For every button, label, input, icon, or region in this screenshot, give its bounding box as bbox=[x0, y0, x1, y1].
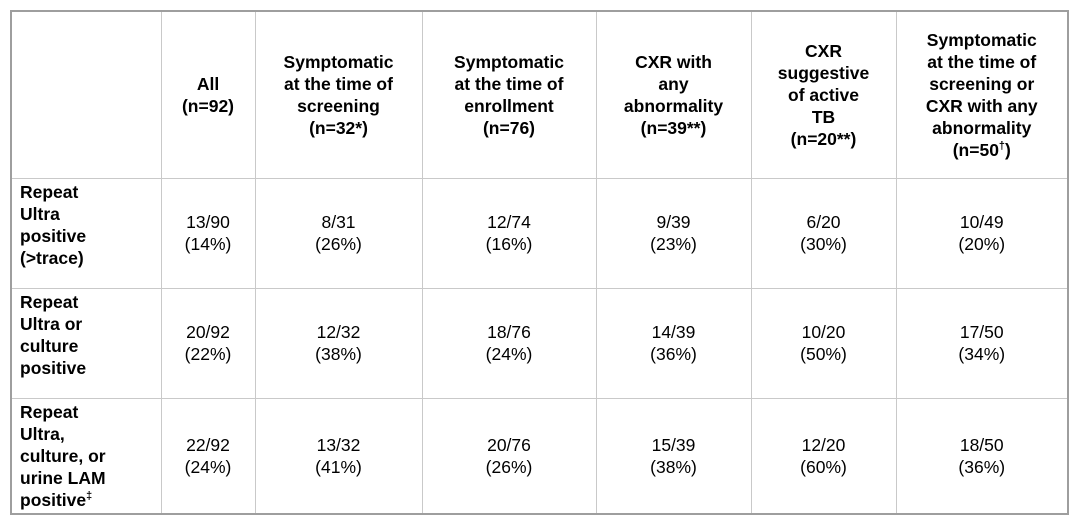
table-cell: 13/90 (14%) bbox=[160, 177, 256, 289]
cell-value: 13/32 (41%) bbox=[315, 434, 362, 477]
table-cell: 22/92 (24%) bbox=[160, 397, 256, 514]
row-repeat-ultra-or-culture-positive: Repeat Ultra or culture positive 20/92 (… bbox=[10, 287, 1069, 399]
cell-value: 12/32 (38%) bbox=[315, 322, 362, 364]
cell-value: 20/92 (22%) bbox=[184, 322, 232, 364]
cell-value: 17/50 (34%) bbox=[958, 322, 1006, 364]
table-cell: 10/20 (50%) bbox=[750, 287, 897, 399]
row-label-repeat-ultra-or-culture-positive: Repeat Ultra or culture positive bbox=[10, 287, 162, 399]
cell-value: 18/50 (36%) bbox=[958, 434, 1006, 477]
cell-value: 10/49 (20%) bbox=[958, 212, 1006, 254]
cell-value: 15/39 (38%) bbox=[650, 434, 697, 477]
table-cell: 15/39 (38%) bbox=[595, 397, 752, 514]
table-cell: 8/31 (26%) bbox=[254, 177, 423, 289]
cell-value: 12/20 (60%) bbox=[800, 434, 847, 477]
table-cell: 10/49 (20%) bbox=[895, 177, 1069, 289]
header-label: Symptomatic at the time of screening (n=… bbox=[283, 51, 394, 138]
cell-value: 9/39 (23%) bbox=[650, 212, 697, 254]
header-label: Symptomatic at the time of screening or … bbox=[925, 29, 1038, 160]
header-label: CXR with any abnormality (n=39**) bbox=[623, 51, 724, 138]
row-repeat-ultra-positive: Repeat Ultra positive (>trace) 13/90 (14… bbox=[10, 177, 1069, 289]
cell-value: 6/20 (30%) bbox=[800, 212, 847, 254]
table-cell: 12/74 (16%) bbox=[421, 177, 597, 289]
cell-value: 8/31 (26%) bbox=[315, 212, 362, 254]
header-cell-symptomatic-enrollment: Symptomatic at the time of enrollment (n… bbox=[421, 10, 597, 179]
cell-value: 22/92 (24%) bbox=[184, 434, 232, 477]
cell-value: 10/20 (50%) bbox=[800, 322, 847, 364]
row-label-text: Repeat Ultra or culture positive bbox=[20, 291, 87, 378]
table-cell: 13/32 (41%) bbox=[254, 397, 423, 514]
table-cell: 18/50 (36%) bbox=[895, 397, 1069, 514]
row-repeat-ultra-culture-or-urine-lam-positive: Repeat Ultra, culture, or urine LAM posi… bbox=[10, 397, 1069, 514]
table-cell: 17/50 (34%) bbox=[895, 287, 1069, 399]
cell-value: 13/90 (14%) bbox=[184, 212, 232, 254]
results-table: All (n=92) Symptomatic at the time of sc… bbox=[10, 10, 1069, 515]
header-label: Symptomatic at the time of enrollment (n… bbox=[454, 51, 564, 138]
table-cell: 12/20 (60%) bbox=[750, 397, 897, 514]
cell-value: 18/76 (24%) bbox=[485, 322, 533, 364]
table-cell: 20/92 (22%) bbox=[160, 287, 256, 399]
header-cell-symptomatic-or-cxr: Symptomatic at the time of screening or … bbox=[895, 10, 1069, 179]
header-row: All (n=92) Symptomatic at the time of sc… bbox=[10, 10, 1069, 179]
table-cell: 18/76 (24%) bbox=[421, 287, 597, 399]
cell-value: 12/74 (16%) bbox=[485, 212, 533, 254]
row-label-text: Repeat Ultra positive (>trace) bbox=[20, 181, 87, 268]
table-cell: 6/20 (30%) bbox=[750, 177, 897, 289]
header-label: CXR suggestive of active TB (n=20**) bbox=[777, 40, 870, 149]
row-label-text: Repeat Ultra, culture, or urine LAM posi… bbox=[20, 401, 106, 510]
table-cell: 12/32 (38%) bbox=[254, 287, 423, 399]
table-cell: 20/76 (26%) bbox=[421, 397, 597, 514]
header-cell-all: All (n=92) bbox=[160, 10, 256, 179]
header-cell-cxr-active-tb: CXR suggestive of active TB (n=20**) bbox=[750, 10, 897, 179]
row-label-repeat-ultra-culture-or-urine-lam-positive: Repeat Ultra, culture, or urine LAM posi… bbox=[10, 397, 162, 514]
double-dagger-superscript: ‡ bbox=[86, 489, 93, 502]
header-label: All (n=92) bbox=[181, 73, 235, 116]
cell-value: 20/76 (26%) bbox=[485, 434, 533, 477]
header-label-close: ) bbox=[1004, 139, 1011, 160]
header-cell-cxr-any-abnormality: CXR with any abnormality (n=39**) bbox=[595, 10, 752, 179]
header-cell-symptomatic-screening: Symptomatic at the time of screening (n=… bbox=[254, 10, 423, 179]
table-cell: 14/39 (36%) bbox=[595, 287, 752, 399]
dagger-superscript: † bbox=[998, 139, 1005, 152]
table-cell: 9/39 (23%) bbox=[595, 177, 752, 289]
row-label-repeat-ultra-positive: Repeat Ultra positive (>trace) bbox=[10, 177, 162, 289]
header-cell-empty bbox=[10, 10, 162, 179]
cell-value: 14/39 (36%) bbox=[650, 322, 697, 364]
